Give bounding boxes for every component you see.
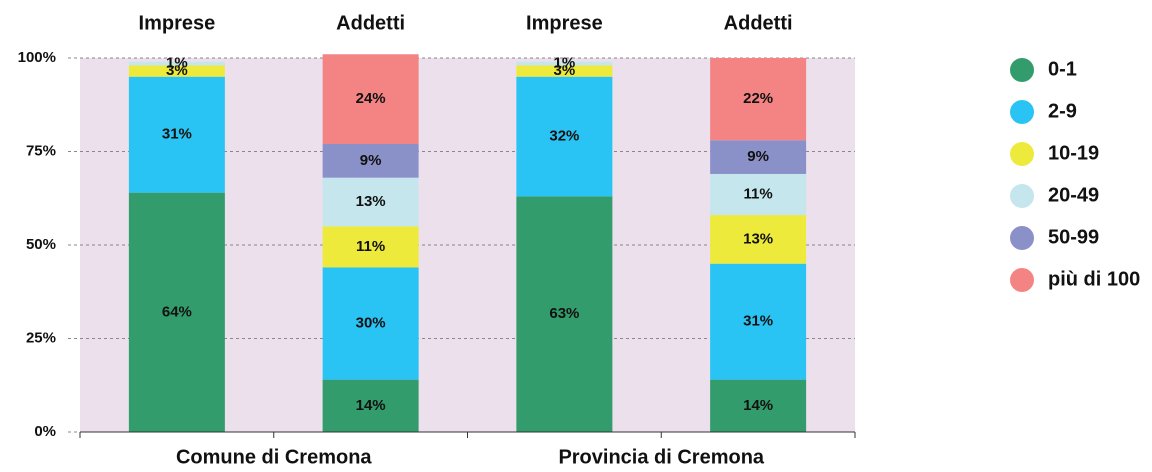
bar-segment <box>516 61 613 66</box>
data-label: 9% <box>360 152 382 169</box>
y-tick-label: 50% <box>26 236 56 253</box>
legend-swatch <box>1010 268 1034 292</box>
bar-segment <box>710 215 807 264</box>
category-label: Addetti <box>336 12 405 34</box>
data-label: 9% <box>747 148 769 165</box>
bar-segment <box>322 226 419 268</box>
category-label: Addetti <box>724 12 793 34</box>
legend-label: 2-9 <box>1048 100 1077 122</box>
data-label: 1% <box>166 55 188 72</box>
bar-segment <box>128 76 225 193</box>
bar-segment <box>322 177 419 227</box>
legend-label: 10-19 <box>1048 142 1099 164</box>
data-label: 13% <box>356 193 386 210</box>
bar-segment <box>710 140 807 174</box>
legend-swatch <box>1010 58 1034 82</box>
data-label: 30% <box>356 315 386 332</box>
data-label: 14% <box>743 397 773 414</box>
legend-label: 0-1 <box>1048 58 1077 80</box>
bar-segment <box>710 58 807 141</box>
data-label: 24% <box>356 90 386 107</box>
y-tick-label: 0% <box>34 423 56 440</box>
data-label: 22% <box>743 90 773 107</box>
data-label: 63% <box>549 305 579 322</box>
data-label: 11% <box>356 238 385 255</box>
legend-label: più di 100 <box>1048 268 1140 290</box>
data-label: 31% <box>743 313 773 330</box>
data-label: 11% <box>744 185 773 202</box>
bar-segment <box>516 65 613 77</box>
bar-segment <box>710 173 807 216</box>
legend-swatch <box>1010 100 1034 124</box>
legend-swatch <box>1010 226 1034 250</box>
data-label: 13% <box>743 230 773 247</box>
bar-segment <box>710 263 807 380</box>
bar-segment <box>128 65 225 77</box>
bar-segment <box>710 379 807 432</box>
data-label: 3% <box>554 62 576 79</box>
bar-segment <box>128 61 225 66</box>
legend-swatch <box>1010 142 1034 166</box>
legend-label: 20-49 <box>1048 184 1099 206</box>
bar-segment <box>322 379 419 432</box>
bar-segment <box>516 196 613 432</box>
y-tick-label: 100% <box>18 49 56 66</box>
category-label: Imprese <box>139 12 216 34</box>
data-label: 31% <box>162 126 192 143</box>
data-label: 32% <box>549 128 579 145</box>
legend-label: 50-99 <box>1048 226 1099 248</box>
bar-segment <box>516 76 613 197</box>
data-label: 3% <box>166 62 188 79</box>
bar-segment <box>322 267 419 380</box>
bar-segment <box>128 192 225 432</box>
y-tick-label: 25% <box>26 329 56 346</box>
bar-segment <box>322 54 419 145</box>
data-label: 14% <box>356 397 386 414</box>
bar-segment <box>322 144 419 178</box>
group-label: Provincia di Cremona <box>558 446 764 468</box>
data-label: 64% <box>162 303 192 320</box>
legend-swatch <box>1010 184 1034 208</box>
y-tick-label: 75% <box>26 142 56 159</box>
group-label: Comune di Cremona <box>176 446 372 468</box>
category-label: Imprese <box>526 12 603 34</box>
data-label: 1% <box>554 55 576 72</box>
